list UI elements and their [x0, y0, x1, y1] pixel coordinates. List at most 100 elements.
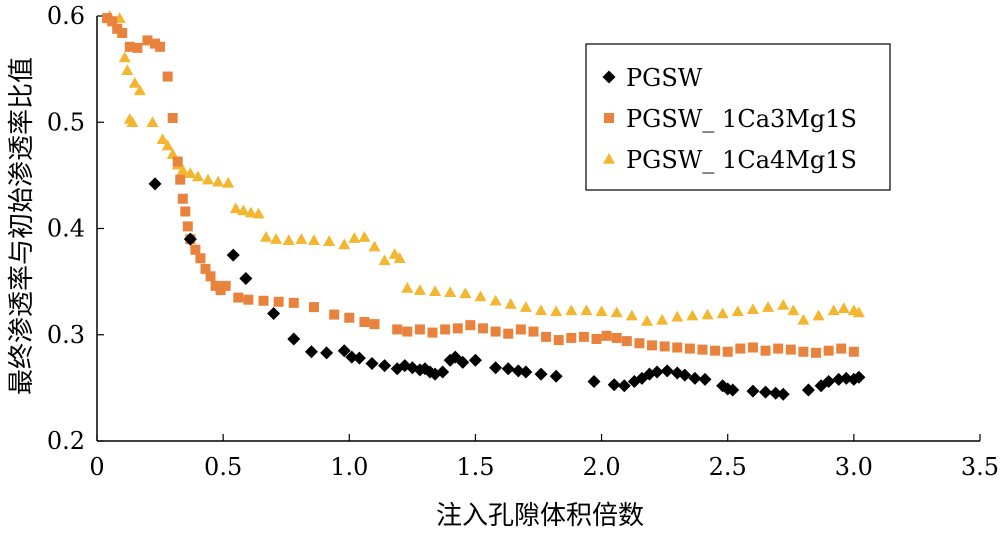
data-point-diamond — [456, 355, 470, 369]
data-point-triangle — [118, 51, 131, 63]
data-point-square — [288, 297, 299, 308]
data-point-diamond — [378, 359, 392, 373]
data-point-triangle — [156, 133, 169, 145]
x-tick-label: 3.0 — [835, 453, 873, 481]
data-point-triangle — [121, 64, 134, 75]
data-point-triangle — [202, 173, 215, 185]
x-tick-label: 2.0 — [582, 453, 620, 481]
y-axis-title: 最终渗透率与初始渗透率比值 — [7, 57, 37, 395]
data-point-diamond — [501, 362, 515, 376]
data-point-diamond — [534, 367, 548, 381]
data-point-diamond — [148, 177, 162, 191]
data-point-triangle — [348, 232, 361, 243]
data-point-triangle — [595, 305, 608, 317]
data-point-square — [117, 28, 128, 38]
x-tick-label: 2.5 — [709, 453, 747, 481]
data-point-diamond — [239, 271, 253, 285]
data-point-triangle — [812, 309, 825, 321]
data-point-square — [200, 263, 211, 274]
data-point-diamond — [352, 351, 366, 365]
data-point-square — [722, 346, 733, 357]
data-point-triangle — [762, 301, 775, 312]
legend-label: PGSW_ 1Ca3Mg1S — [626, 105, 857, 133]
data-point-diamond — [183, 232, 197, 246]
data-point-diamond — [688, 371, 702, 385]
data-point-square — [392, 324, 403, 335]
data-point-square — [369, 319, 380, 330]
data-point-square — [107, 16, 118, 27]
legend-marker-triangle — [603, 153, 615, 164]
legend-box — [585, 43, 891, 191]
data-point-triangle — [535, 304, 548, 316]
data-point-diamond — [468, 353, 482, 367]
data-point-square — [155, 41, 166, 52]
data-point-square — [414, 324, 425, 335]
data-point-diamond — [489, 361, 503, 375]
data-point-square — [132, 42, 143, 53]
data-point-triangle — [459, 287, 472, 299]
tick-labels: 0 0.5 1.0 1.5 2.0 2.5 3.0 3.5 0.2 0.3 0.4 0.5 0.6 — [47, 2, 999, 481]
data-point-triangle — [323, 235, 336, 247]
data-point-square — [836, 343, 847, 354]
data-point-diamond — [345, 350, 359, 364]
data-point-diamond — [801, 383, 815, 397]
data-point-triangle — [489, 294, 502, 306]
data-point-triangle — [625, 309, 638, 321]
data-point-triangle — [184, 167, 197, 179]
data-point-triangle — [368, 240, 381, 252]
y-tick-label: 0.4 — [47, 215, 85, 243]
data-point-square — [490, 326, 501, 337]
data-point-square — [233, 292, 244, 303]
data-point-diamond — [519, 365, 533, 379]
data-point-diamond — [587, 375, 601, 388]
data-point-triangle — [474, 290, 487, 302]
data-point-diamond — [839, 371, 853, 385]
data-point-diamond — [267, 307, 281, 320]
data-point-triangle — [777, 299, 790, 310]
data-point-triangle — [260, 231, 273, 242]
data-point-square — [823, 345, 834, 356]
data-point-square — [541, 331, 552, 342]
data-point-triangle — [176, 164, 189, 175]
data-point-square — [798, 346, 809, 357]
data-points — [102, 10, 866, 401]
data-point-triangle — [787, 304, 800, 316]
data-point-diamond — [769, 386, 783, 400]
data-point-triangle — [270, 233, 283, 244]
data-point-square — [647, 340, 658, 351]
data-point-diamond — [607, 378, 621, 392]
data-point-triangle — [746, 303, 759, 315]
data-point-triangle — [671, 310, 684, 322]
data-point-diamond — [746, 384, 760, 398]
data-point-triangle — [429, 285, 442, 296]
data-point-square — [503, 328, 514, 339]
data-point-square — [142, 35, 153, 46]
data-point-diamond — [698, 372, 712, 386]
data-point-square — [760, 345, 771, 356]
x-tick-label: 1.5 — [456, 453, 494, 481]
data-point-diamond — [822, 375, 836, 388]
data-point-triangle — [252, 207, 265, 219]
data-point-triangle — [222, 176, 235, 188]
data-point-diamond — [365, 356, 379, 370]
data-point-diamond — [650, 365, 664, 379]
data-point-square — [177, 193, 188, 204]
data-point-diamond — [337, 344, 351, 358]
data-point-triangle — [393, 252, 406, 264]
data-point-diamond — [549, 369, 563, 383]
data-point-diamond — [660, 364, 674, 378]
data-point-square — [210, 280, 221, 291]
data-point-square — [710, 345, 721, 356]
x-tick-label: 0 — [89, 453, 104, 481]
data-point-square — [258, 295, 269, 306]
data-point-square — [102, 13, 113, 24]
data-point-square — [180, 206, 191, 217]
data-point-triangle — [401, 282, 414, 293]
data-point-square — [172, 156, 183, 167]
data-point-square — [697, 344, 708, 355]
data-point-triangle — [413, 284, 426, 295]
data-point-square — [220, 280, 231, 291]
data-point-triangle — [237, 204, 250, 216]
data-point-square — [684, 343, 695, 354]
data-point-square — [329, 309, 340, 320]
